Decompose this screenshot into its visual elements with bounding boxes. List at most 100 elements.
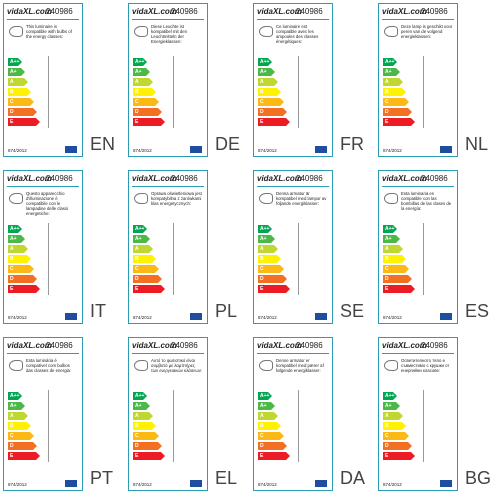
energy-class-bar: A xyxy=(133,78,153,86)
bulb-icon xyxy=(134,360,148,371)
brand: vidaXL.com xyxy=(7,341,52,350)
product-code: 240986 xyxy=(421,174,448,183)
divider xyxy=(132,353,204,354)
scale-divider xyxy=(173,390,174,462)
energy-class-bar: A++ xyxy=(8,225,22,233)
language-code: FR xyxy=(340,134,364,154)
description: Ce luminaire est compatible avec les amp… xyxy=(276,24,319,44)
energy-class-bar: A+ xyxy=(8,402,25,410)
energy-class-bar: B xyxy=(258,88,281,96)
energy-class-bar: B xyxy=(258,255,281,263)
eu-flag xyxy=(190,313,202,320)
energy-class-bar: A++ xyxy=(383,58,397,66)
energy-class-bar: A+ xyxy=(133,235,150,243)
label-cell: vidaXL.com 240986 Esta luminaria es compat… xyxy=(375,167,500,333)
bulb-icon xyxy=(384,26,398,37)
divider xyxy=(382,19,454,20)
product-code: 240986 xyxy=(171,7,198,16)
energy-label: vidaXL.com 240986 Esta luminaria es compat… xyxy=(378,170,458,324)
energy-class-bar: D xyxy=(8,442,37,450)
energy-class-bar: C xyxy=(133,432,159,440)
energy-class-bar: C xyxy=(383,432,409,440)
divider xyxy=(382,353,454,354)
label-cell: vidaXL.com 240986 Αυτό το φωτιστικό είναι … xyxy=(125,334,250,500)
energy-class-bar: A+ xyxy=(133,402,150,410)
scale-divider xyxy=(423,390,424,462)
regulation: 874/2012 xyxy=(383,315,402,320)
description: Осветителното тяло е съвместимо с крушки… xyxy=(401,358,450,373)
label-cell: vidaXL.com 240986 Осветителното тяло е съв… xyxy=(375,334,500,500)
energy-label: vidaXL.com 240986 Ce luminaire est compati… xyxy=(253,3,333,157)
label-cell: vidaXL.com 240986 Denna armatur är kompati… xyxy=(250,167,375,333)
energy-label: vidaXL.com 240986 Осветителното тяло е съв… xyxy=(378,337,458,491)
divider xyxy=(257,353,329,354)
divider xyxy=(7,353,79,354)
product-code: 240986 xyxy=(46,174,73,183)
energy-class-bar: A xyxy=(258,412,278,420)
energy-class-bar: C xyxy=(8,265,34,273)
brand: vidaXL.com xyxy=(132,7,177,16)
bulb-icon xyxy=(259,360,273,371)
description: This luminaire is compatible with bulbs … xyxy=(26,24,72,39)
energy-class-bar: A+ xyxy=(258,68,275,76)
brand: vidaXL.com xyxy=(7,7,52,16)
scale-divider xyxy=(423,56,424,128)
label-cell: vidaXL.com 240986 Oprawa oświetleniowa jes… xyxy=(125,167,250,333)
energy-class-bar: E xyxy=(258,285,290,293)
regulation: 874/2012 xyxy=(8,148,27,153)
energy-class-bar: A++ xyxy=(258,225,272,233)
product-code: 240986 xyxy=(296,341,323,350)
divider xyxy=(132,186,204,187)
description: Denna armatur är kompatibel med lampor a… xyxy=(276,191,327,206)
energy-class-bar: D xyxy=(8,108,37,116)
energy-class-bar: B xyxy=(133,422,156,430)
divider xyxy=(382,186,454,187)
energy-class-bar: A+ xyxy=(8,68,25,76)
energy-label: vidaXL.com 240986 Denna armatur är kompati… xyxy=(253,170,333,324)
divider xyxy=(132,19,204,20)
energy-class-bar: A++ xyxy=(133,225,147,233)
energy-label: vidaXL.com 240986 This luminaire is compat… xyxy=(3,3,83,157)
energy-class-bar: B xyxy=(133,88,156,96)
label-cell: vidaXL.com 240986 Questo apparecchio d'ill… xyxy=(0,167,125,333)
energy-class-bar: C xyxy=(8,432,34,440)
bulb-icon xyxy=(134,26,148,37)
brand: vidaXL.com xyxy=(382,7,427,16)
bulb-icon xyxy=(259,193,273,204)
language-code: DE xyxy=(215,134,241,154)
energy-class-bar: A xyxy=(258,78,278,86)
energy-class-bar: E xyxy=(258,452,290,460)
energy-label: vidaXL.com 240986 Esta luminária é compatí… xyxy=(3,337,83,491)
energy-class-bar: D xyxy=(383,108,412,116)
energy-class-bar: C xyxy=(258,98,284,106)
language-code: SE xyxy=(340,301,365,321)
bulb-icon xyxy=(384,193,398,204)
energy-class-bar: D xyxy=(383,442,412,450)
scale-divider xyxy=(48,56,49,128)
energy-class-bar: E xyxy=(258,118,290,126)
energy-class-bar: E xyxy=(133,118,165,126)
language-code: PT xyxy=(90,468,114,488)
description: Αυτό το φωτιστικό είναι συμβατό με λαμπτ… xyxy=(151,358,203,373)
brand: vidaXL.com xyxy=(382,341,427,350)
energy-class-bar: A xyxy=(258,245,278,253)
energy-class-bar: D xyxy=(258,442,287,450)
regulation: 874/2012 xyxy=(383,148,402,153)
regulation: 874/2012 xyxy=(133,148,152,153)
energy-class-bar: C xyxy=(383,265,409,273)
bulb-icon xyxy=(259,26,273,37)
energy-class-bar: D xyxy=(258,275,287,283)
regulation: 874/2012 xyxy=(133,315,152,320)
energy-class-bar: E xyxy=(133,285,165,293)
brand: vidaXL.com xyxy=(7,174,52,183)
energy-class-bar: A xyxy=(8,245,28,253)
product-code: 240986 xyxy=(421,7,448,16)
regulation: 874/2012 xyxy=(133,482,152,487)
energy-class-bar: C xyxy=(8,98,34,106)
product-code: 240986 xyxy=(46,7,73,16)
scale-divider xyxy=(298,223,299,295)
energy-class-bar: B xyxy=(8,88,31,96)
brand: vidaXL.com xyxy=(382,174,427,183)
energy-class-bar: A xyxy=(383,245,403,253)
